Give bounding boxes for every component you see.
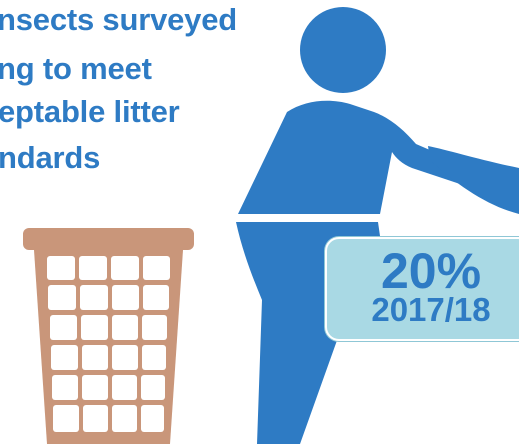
stat-percent: 20% [380,243,482,299]
headline-line-4: ndards [0,140,101,175]
headline-line-1: nsects surveyed [0,2,237,37]
person-throwing-litter-icon [236,7,519,444]
headline-line-2: ng to meet [0,51,152,86]
stat-year: 2017/18 [371,291,491,328]
litter-bin-icon [23,228,194,444]
headline-line-3: eptable litter [0,94,180,129]
stat-box [325,237,519,341]
